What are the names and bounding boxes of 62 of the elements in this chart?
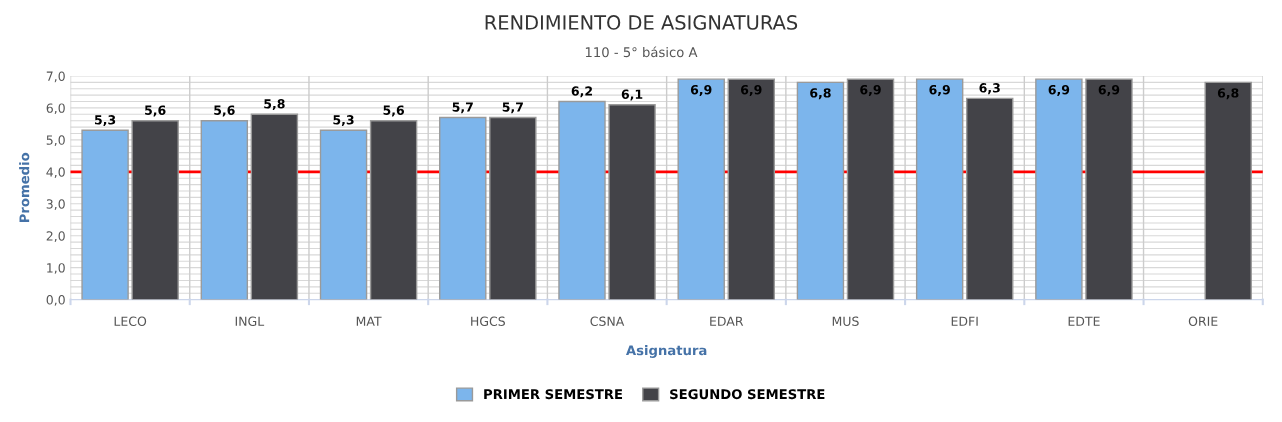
x-axis-title: Asignatura [625, 345, 707, 358]
chart-subtitle: 110 - 5° básico A [585, 46, 698, 58]
x-tick-label: HGCS [471, 316, 505, 326]
data-label: 5,6 [214, 105, 235, 117]
x-tick-label: LECO [114, 316, 147, 326]
bar [319, 129, 368, 300]
data-label: 6,8 [1217, 88, 1239, 100]
data-label: 6,9 [690, 84, 712, 97]
bar [796, 81, 845, 300]
legend-label: SEGUNDO SEMESTRE [670, 389, 825, 400]
data-label: 6,9 [929, 84, 950, 97]
data-label: 6,9 [740, 84, 762, 97]
bar [131, 119, 179, 300]
data-label: 5,3 [94, 115, 116, 127]
data-label: 6,2 [571, 86, 592, 98]
y-tick-label: 7,0 [46, 71, 65, 83]
data-label: 6,1 [621, 89, 643, 101]
x-tick-label: EDFI [951, 316, 978, 326]
bar [439, 116, 487, 300]
data-label: 6,9 [860, 84, 881, 97]
bar [81, 129, 129, 300]
bar [727, 78, 776, 300]
x-tick-label: ORIE [1188, 316, 1218, 326]
y-tick-label: 4,0 [46, 167, 65, 179]
bar [200, 119, 249, 300]
y-tick-label: 5,0 [46, 135, 65, 147]
bar [250, 113, 299, 300]
x-tick-label: EDAR [710, 316, 744, 326]
y-axis-title: Promedio [19, 152, 30, 223]
x-tick-label: MUS [832, 316, 859, 326]
y-tick-label: 0,0 [46, 295, 65, 306]
y-tick-label: 2,0 [46, 231, 65, 242]
data-label: 5,6 [383, 105, 405, 117]
bar [915, 78, 964, 300]
legend-label: PRIMER SEMESTRE [484, 389, 623, 400]
x-tick-label: INGL [235, 316, 265, 326]
data-label: 5,8 [264, 99, 285, 111]
chart-title: RENDIMIENTO DE ASIGNATURAS [485, 15, 798, 30]
x-tick-label: MAT [356, 316, 382, 326]
bar [1085, 78, 1133, 300]
data-label: 5,6 [145, 105, 166, 117]
x-tick-label: EDTE [1068, 316, 1100, 326]
bar [558, 100, 606, 300]
bar [369, 119, 418, 300]
data-label: 5,7 [502, 102, 523, 114]
y-tick-label: 6,0 [46, 103, 65, 115]
y-tick-label: 3,0 [46, 199, 65, 210]
bar [966, 97, 1014, 300]
data-label: 6,9 [1048, 84, 1070, 97]
data-label: 6,3 [979, 83, 1000, 95]
y-tick-label: 1,0 [47, 263, 65, 274]
data-label: 6,8 [810, 88, 831, 100]
data-label: 6,9 [1098, 84, 1120, 97]
bar [489, 116, 537, 300]
bar [1204, 81, 1252, 300]
x-tick-label: CSNA [590, 316, 625, 326]
data-label: 5,3 [333, 115, 354, 127]
bar [1035, 78, 1083, 300]
bar [677, 78, 725, 300]
data-label: 5,7 [452, 102, 473, 114]
bar [608, 104, 656, 300]
bar [846, 78, 895, 300]
